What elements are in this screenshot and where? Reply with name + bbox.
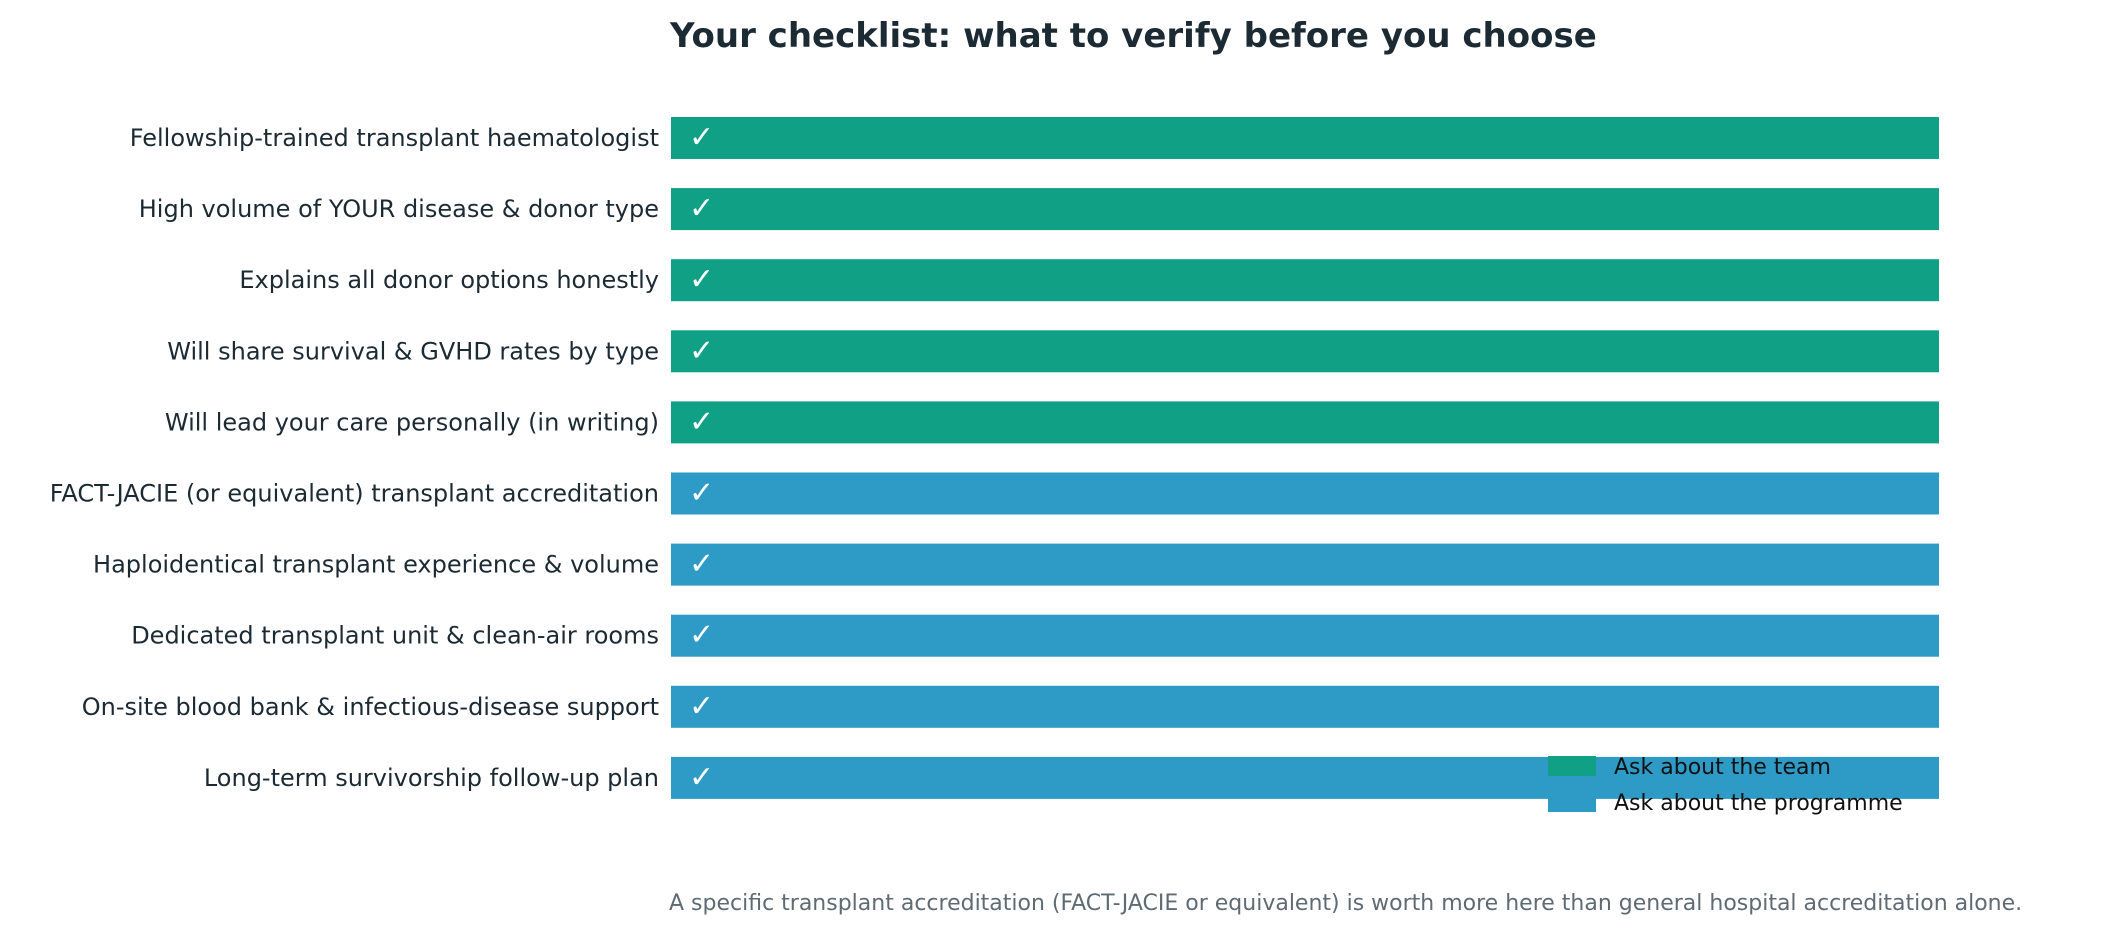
category-label-8: Dedicated transplant unit & clean-air ro… <box>131 622 659 650</box>
category-label-7: Haploidentical transplant experience & v… <box>93 551 659 579</box>
bar-1 <box>671 117 1939 159</box>
check-mark-9: ✓ <box>689 689 714 724</box>
bars-layer: Fellowship-trained transplant haematolog… <box>50 117 1939 799</box>
bar-2 <box>671 188 1939 231</box>
bar-9 <box>671 685 1939 728</box>
category-label-9: On-site blood bank & infectious-disease … <box>82 693 659 721</box>
category-label-3: Explains all donor options honestly <box>239 266 659 294</box>
check-mark-7: ✓ <box>689 547 714 582</box>
legend: Ask about the team Ask about the program… <box>1548 755 1903 816</box>
legend-swatch-team <box>1548 756 1596 776</box>
footnote: A specific transplant accreditation (FAC… <box>669 891 2022 916</box>
check-mark-4: ✓ <box>689 333 714 368</box>
bar-8 <box>671 614 1939 657</box>
check-mark-8: ✓ <box>689 618 714 653</box>
category-label-5: Will lead your care personally (in writi… <box>165 408 659 436</box>
legend-label-programme: Ask about the programme <box>1614 791 1903 816</box>
bar-3 <box>671 259 1939 302</box>
bar-6 <box>671 472 1939 515</box>
bar-5 <box>671 401 1939 444</box>
bar-10 <box>671 756 1939 799</box>
check-mark-2: ✓ <box>689 191 714 226</box>
check-mark-10: ✓ <box>689 760 714 795</box>
legend-swatch-programme <box>1548 792 1596 812</box>
bar-7 <box>671 543 1939 586</box>
check-mark-6: ✓ <box>689 476 714 511</box>
legend-label-team: Ask about the team <box>1614 755 1831 780</box>
category-label-6: FACT-JACIE (or equivalent) transplant ac… <box>50 480 659 508</box>
category-label-2: High volume of YOUR disease & donor type <box>139 195 659 223</box>
check-mark-5: ✓ <box>689 404 714 439</box>
check-mark-3: ✓ <box>689 262 714 297</box>
category-label-4: Will share survival & GVHD rates by type <box>167 337 659 365</box>
bar-4 <box>671 330 1939 373</box>
category-label-10: Long-term survivorship follow-up plan <box>204 764 659 792</box>
category-label-1: Fellowship-trained transplant haematolog… <box>130 124 659 152</box>
check-mark-1: ✓ <box>689 120 714 155</box>
chart-title: Your checklist: what to verify before yo… <box>669 16 1597 56</box>
